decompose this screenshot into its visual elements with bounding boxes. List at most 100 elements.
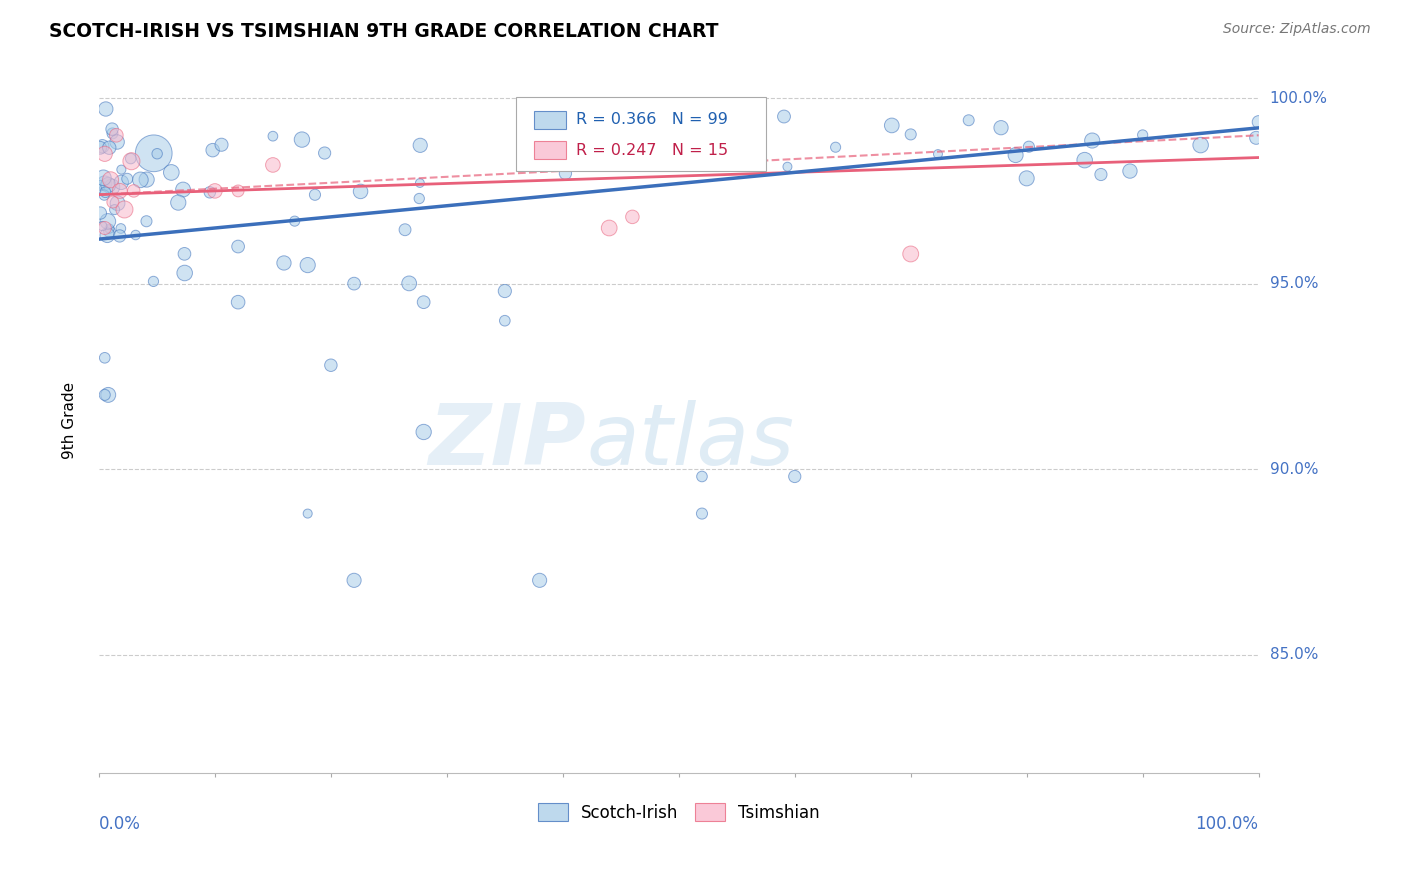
Point	[91, 219, 114, 233]
Point	[586, 110, 609, 124]
Point	[394, 223, 416, 237]
Point	[409, 138, 432, 153]
FancyBboxPatch shape	[534, 141, 567, 160]
Point	[690, 507, 713, 521]
Text: ZIP: ZIP	[429, 401, 586, 483]
Point	[94, 351, 117, 365]
Point	[110, 221, 132, 235]
Point	[167, 195, 190, 210]
Point	[115, 171, 138, 186]
Text: R = 0.366   N = 99: R = 0.366 N = 99	[575, 112, 727, 128]
Text: SCOTCH-IRISH VS TSIMSHIAN 9TH GRADE CORRELATION CHART: SCOTCH-IRISH VS TSIMSHIAN 9TH GRADE CORR…	[49, 22, 718, 41]
Point	[160, 165, 183, 179]
Point	[297, 507, 319, 521]
Point	[900, 128, 922, 142]
Point	[690, 469, 713, 483]
Point	[990, 120, 1012, 135]
Point	[824, 140, 846, 154]
Point	[412, 425, 434, 439]
Point	[226, 184, 249, 198]
Point	[100, 173, 122, 187]
Point	[319, 358, 342, 372]
Text: R = 0.247   N = 15: R = 0.247 N = 15	[575, 143, 728, 158]
Point	[262, 158, 284, 172]
Point	[98, 221, 121, 235]
Point	[745, 159, 768, 173]
Point	[93, 188, 115, 202]
Point	[94, 186, 117, 200]
Point	[201, 143, 224, 157]
Point	[98, 225, 121, 239]
Point	[101, 127, 124, 141]
Point	[97, 178, 120, 192]
Point	[314, 146, 336, 161]
Text: atlas: atlas	[586, 401, 794, 483]
Point	[129, 173, 152, 187]
Point	[412, 295, 434, 310]
Point	[1018, 139, 1040, 153]
Point	[1090, 168, 1112, 182]
Point	[110, 175, 132, 189]
Point	[135, 214, 157, 228]
Point	[409, 176, 432, 190]
Point	[101, 180, 124, 194]
Point	[89, 206, 111, 220]
Point	[588, 123, 610, 137]
Point	[108, 228, 131, 243]
Point	[97, 388, 120, 402]
Point	[173, 247, 195, 261]
Point	[105, 135, 128, 149]
Point	[343, 574, 366, 588]
Text: 95.0%: 95.0%	[1270, 277, 1319, 291]
Point	[494, 284, 516, 298]
Point	[90, 178, 112, 193]
Point	[304, 187, 326, 202]
FancyBboxPatch shape	[516, 96, 766, 170]
Point	[284, 214, 307, 228]
Point	[776, 160, 799, 174]
Legend: Scotch-Irish, Tsimshian: Scotch-Irish, Tsimshian	[531, 797, 827, 829]
Point	[262, 129, 284, 144]
Point	[93, 170, 115, 185]
Point	[398, 277, 420, 291]
Text: 85.0%: 85.0%	[1270, 647, 1317, 662]
Point	[122, 184, 145, 198]
Point	[226, 295, 249, 310]
Point	[927, 147, 949, 161]
Point	[89, 141, 111, 155]
Point	[93, 176, 115, 190]
FancyBboxPatch shape	[534, 111, 567, 129]
Point	[554, 166, 576, 180]
Point	[1189, 138, 1212, 153]
Point	[1015, 171, 1038, 186]
Point	[114, 202, 136, 217]
Text: 9th Grade: 9th Grade	[62, 383, 77, 459]
Point	[120, 152, 142, 166]
Point	[291, 132, 314, 146]
Point	[120, 154, 142, 169]
Point	[1247, 115, 1270, 129]
Point	[1132, 128, 1154, 142]
Point	[146, 146, 169, 161]
Text: Source: ZipAtlas.com: Source: ZipAtlas.com	[1223, 22, 1371, 37]
Point	[91, 139, 114, 153]
Point	[94, 146, 117, 161]
Point	[529, 574, 551, 588]
Point	[105, 128, 128, 143]
Point	[343, 277, 366, 291]
Point	[957, 113, 980, 128]
Point	[108, 184, 131, 198]
Point	[1073, 153, 1095, 168]
Point	[621, 210, 644, 224]
Point	[142, 274, 165, 288]
Point	[349, 185, 371, 199]
Point	[783, 469, 806, 483]
Point	[101, 122, 124, 136]
Point	[1119, 164, 1142, 178]
Point	[494, 314, 516, 328]
Point	[107, 196, 129, 211]
Point	[96, 228, 118, 243]
Point	[124, 227, 146, 242]
Point	[880, 119, 903, 133]
Point	[211, 137, 233, 152]
